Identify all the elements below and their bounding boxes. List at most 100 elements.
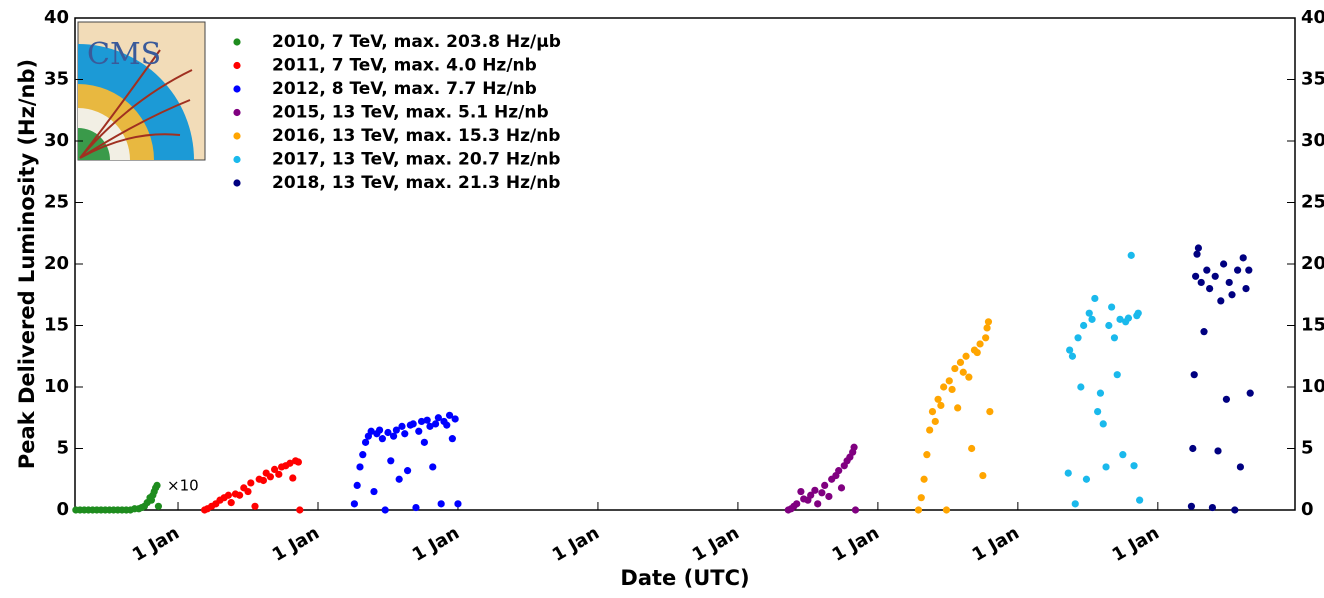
point: [940, 383, 948, 391]
y-tick-label: 0: [56, 499, 69, 520]
point: [367, 427, 375, 435]
point: [1096, 389, 1105, 397]
point: [403, 467, 412, 475]
point: [451, 415, 459, 423]
point: [1071, 500, 1079, 508]
point: [1105, 321, 1113, 330]
point: [353, 481, 361, 489]
point: [409, 420, 417, 428]
point: [793, 500, 801, 508]
y-tick-label: 5: [56, 438, 69, 459]
x-axis-label: Date (UTC): [620, 566, 749, 590]
point: [370, 487, 378, 496]
point: [1127, 251, 1135, 259]
point: [1245, 266, 1253, 274]
cms-logo: CMS: [77, 21, 206, 161]
point: [962, 352, 970, 360]
point: [356, 463, 364, 471]
point: [937, 401, 945, 410]
legend-marker: [233, 108, 241, 117]
point: [1189, 444, 1197, 453]
point: [928, 408, 937, 416]
point: [983, 324, 991, 332]
point: [294, 458, 302, 466]
point: [415, 427, 423, 435]
plot-frame: [74, 17, 1296, 511]
y2-tick-label: 25: [1301, 192, 1324, 213]
point: [954, 404, 962, 412]
point: [1136, 496, 1144, 504]
x-tick-label: 1 Jan: [549, 522, 603, 565]
point: [1130, 462, 1138, 470]
point: [850, 443, 858, 451]
point: [266, 473, 275, 481]
point: [275, 470, 283, 478]
y2-tick-label: 10: [1301, 376, 1324, 397]
point: [1214, 447, 1222, 455]
point: [1116, 315, 1124, 323]
point: [837, 484, 846, 492]
point: [350, 500, 358, 508]
point: [420, 438, 428, 446]
point: [227, 499, 235, 507]
point: [398, 422, 406, 430]
x-tick-label: 1 Jan: [269, 522, 323, 565]
point: [1197, 278, 1205, 287]
legend-marker: [233, 155, 241, 164]
point: [247, 479, 255, 487]
point: [926, 426, 934, 434]
point: [931, 417, 939, 426]
point: [973, 348, 981, 357]
point: [942, 506, 951, 514]
point: [359, 451, 367, 459]
point: [1211, 272, 1219, 280]
point: [1102, 463, 1110, 471]
point: [1234, 266, 1242, 274]
point: [821, 481, 829, 489]
point: [1193, 250, 1201, 258]
point: [1203, 266, 1211, 274]
point: [945, 377, 953, 385]
point: [1246, 389, 1254, 397]
point: [1206, 285, 1214, 293]
legend-marker: [233, 38, 241, 46]
point: [1113, 371, 1121, 379]
point: [1208, 503, 1217, 512]
point: [914, 506, 923, 514]
point: [236, 491, 244, 499]
point: [434, 414, 442, 422]
point: [956, 358, 965, 366]
point: [375, 426, 384, 434]
point: [431, 420, 440, 428]
point: [361, 438, 370, 446]
y-axis-label: Peak Delivered Luminosity (Hz/nb): [15, 59, 39, 469]
point: [1236, 463, 1245, 471]
point: [259, 476, 268, 485]
point: [271, 465, 279, 474]
y-tick-label: 40: [44, 7, 69, 28]
point: [1239, 254, 1247, 262]
point: [1066, 346, 1074, 354]
x-tick-label: 1 Jan: [129, 522, 183, 565]
y2-tick-label: 30: [1301, 130, 1324, 151]
point: [1242, 285, 1250, 293]
point: [1220, 260, 1228, 268]
logo-text: CMS: [87, 37, 161, 72]
point: [224, 491, 233, 499]
point: [976, 340, 984, 348]
point: [1110, 334, 1119, 342]
point: [851, 506, 860, 514]
point: [948, 385, 956, 394]
y-tick-label: 25: [44, 192, 69, 213]
point: [1231, 506, 1239, 514]
point: [1091, 294, 1099, 303]
point: [1228, 291, 1236, 299]
legend-marker: [233, 179, 241, 187]
point: [986, 408, 994, 416]
point: [1082, 475, 1091, 483]
point: [968, 444, 976, 453]
point: [934, 395, 942, 403]
point: [437, 500, 445, 508]
legend-label: 2011, 7 TeV, max. 4.0 Hz/nb: [272, 56, 537, 76]
